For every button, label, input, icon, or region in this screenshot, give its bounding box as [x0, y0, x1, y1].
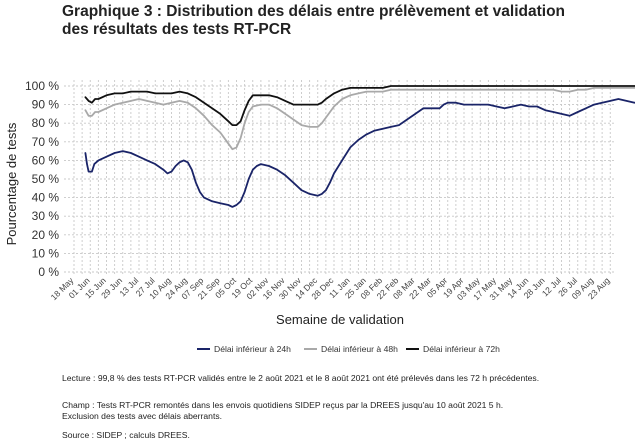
y-tick-label: 10 % — [32, 246, 60, 260]
grid — [64, 80, 616, 276]
series-line-delai-inferieur-a-72h — [84, 85, 635, 126]
y-tick-label: 40 % — [32, 191, 60, 205]
y-tick-label: 70 % — [32, 135, 60, 149]
note-source: Source : SIDEP ; calculs DREES. — [62, 430, 190, 440]
y-tick-label: 100 % — [25, 79, 59, 93]
y-tick-label: 30 % — [32, 209, 60, 223]
y-tick-label: 0 % — [38, 265, 59, 279]
chart-title: Graphique 3 : Distribution des délais en… — [62, 3, 622, 39]
chart-title-line-2: des résultats des tests RT-PCR — [62, 21, 292, 38]
legend-label: Délai inférieur à 48h — [321, 344, 398, 354]
legend-label: Délai inférieur à 24h — [214, 344, 291, 354]
chart-title-line-1: Graphique 3 : Distribution des délais en… — [62, 3, 566, 20]
series-line-delai-inferieur-a-48h — [84, 87, 635, 151]
note-champ-line-2: Exclusion des tests avec délais aberrant… — [62, 411, 223, 421]
x-axis-label: Semaine de validation — [276, 312, 404, 327]
y-axis-label: Pourcentage de tests — [4, 122, 19, 245]
y-tick-label: 50 % — [32, 172, 60, 186]
y-tick-label: 20 % — [32, 228, 60, 242]
y-tick-label: 90 % — [32, 98, 60, 112]
legend-label: Délai inférieur à 72h — [423, 344, 500, 354]
plot-background — [64, 80, 616, 276]
note-lecture: Lecture : 99,8 % des tests RT-PCR validé… — [62, 373, 540, 383]
y-tick-label: 60 % — [32, 153, 60, 167]
legend: Délai inférieur à 24h Délai inférieur à 4… — [197, 344, 500, 354]
y-tick-label: 80 % — [32, 116, 60, 130]
series-lines — [84, 85, 635, 208]
series-line-delai-inferieur-a-24h — [84, 98, 635, 208]
y-axis-ticks: 0 % 10 % 20 % 30 % 40 % 50 % 60 % 70 % 80 % 90 % 1… — [25, 79, 59, 279]
note-champ-line-1: Champ : Tests RT-PCR remontés dans les e… — [62, 400, 504, 410]
note-champ: Champ : Tests RT-PCR remontés dans les e… — [62, 400, 503, 422]
